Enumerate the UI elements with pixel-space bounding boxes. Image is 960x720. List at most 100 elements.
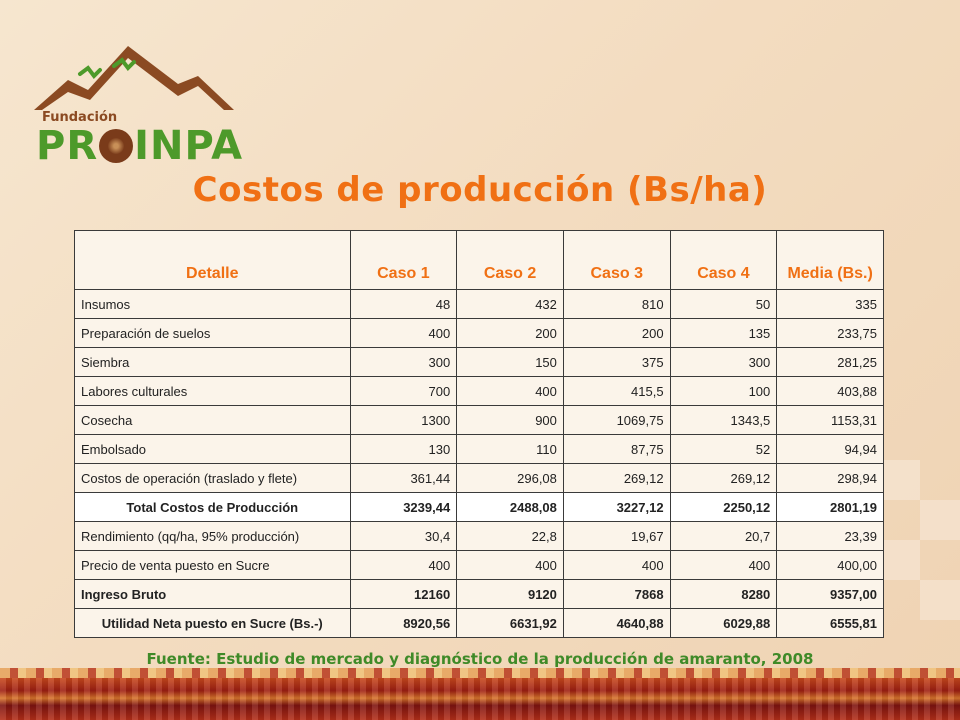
cell-value: 700: [349, 376, 458, 406]
cell-value: 300: [349, 347, 458, 377]
cell-value: 12160: [349, 579, 458, 609]
cell-value: 150: [456, 347, 564, 377]
table-row-utilidad: Utilidad Neta puesto en Sucre (Bs.-) 892…: [74, 608, 884, 638]
cell-value: 2801,19: [776, 492, 884, 522]
cell-value: 1343,5: [669, 405, 778, 435]
cell-value: 135: [669, 318, 778, 348]
row-label: Embolsado: [74, 434, 351, 464]
cell-value: 110: [456, 434, 564, 464]
table-row: Preparación de suelos 400 200 200 135 23…: [74, 318, 884, 348]
decorative-square: [920, 500, 960, 540]
cell-value: 298,94: [776, 463, 884, 493]
cell-value: 432: [456, 289, 564, 319]
row-label: Insumos: [74, 289, 351, 319]
logo-wordmark: PR INPA: [36, 124, 243, 168]
table-row: Precio de venta puesto en Sucre 400 400 …: [74, 550, 884, 580]
header-caso-3: Caso 3: [562, 230, 671, 290]
table-row: Rendimiento (qq/ha, 95% producción) 30,4…: [74, 521, 884, 551]
page-title: Costos de producción (Bs/ha): [192, 170, 768, 210]
logo-o-icon: [99, 129, 134, 163]
cell-value: 1300: [349, 405, 458, 435]
cell-value: 200: [562, 318, 671, 348]
row-label: Utilidad Neta puesto en Sucre (Bs.-): [74, 608, 351, 638]
table-row: Embolsado 130 110 87,75 52 94,94: [74, 434, 884, 464]
textile-border: [0, 678, 960, 720]
cell-value: 810: [562, 289, 671, 319]
table-row: Labores culturales 700 400 415,5 100 403…: [74, 376, 884, 406]
cell-value: 400: [349, 550, 458, 580]
cell-value: 30,4: [349, 521, 458, 551]
cell-value: 300: [669, 347, 778, 377]
row-label: Precio de venta puesto en Sucre: [74, 550, 351, 580]
cell-value: 400: [456, 376, 564, 406]
cell-value: 9120: [456, 579, 564, 609]
cell-value: 400: [562, 550, 671, 580]
cell-value: 375: [562, 347, 671, 377]
cell-value: 233,75: [776, 318, 884, 348]
cell-value: 87,75: [562, 434, 671, 464]
table-header-row: Detalle Caso 1 Caso 2 Caso 3 Caso 4 Medi…: [74, 230, 884, 290]
mountain-icon: [34, 46, 234, 110]
cell-value: 400: [349, 318, 458, 348]
cell-value: 2250,12: [669, 492, 778, 522]
cell-value: 130: [349, 434, 458, 464]
cell-value: 900: [456, 405, 564, 435]
cell-value: 281,25: [776, 347, 884, 377]
decorative-square: [880, 460, 920, 500]
cell-value: 20,7: [669, 521, 778, 551]
table-row-total: Total Costos de Producción 3239,44 2488,…: [74, 492, 884, 522]
cell-value: 400: [669, 550, 778, 580]
cell-value: 6631,92: [456, 608, 564, 638]
table-row-ingreso: Ingreso Bruto 12160 9120 7868 8280 9357,…: [74, 579, 884, 609]
cell-value: 8920,56: [349, 608, 458, 638]
table-row: Cosecha 1300 900 1069,75 1343,5 1153,31: [74, 405, 884, 435]
cell-value: 2488,08: [456, 492, 564, 522]
header-media: Media (Bs.): [776, 230, 884, 290]
logo-name-post: INPA: [134, 123, 244, 169]
cell-value: 4640,88: [562, 608, 671, 638]
header-caso-4: Caso 4: [669, 230, 778, 290]
cell-value: 3227,12: [562, 492, 671, 522]
logo-foundation-label: Fundación: [42, 110, 118, 125]
table-row: Costos de operación (traslado y flete) 3…: [74, 463, 884, 493]
cell-value: 1153,31: [776, 405, 884, 435]
decorative-square: [920, 580, 960, 620]
cell-value: 269,12: [562, 463, 671, 493]
cell-value: 52: [669, 434, 778, 464]
cell-value: 296,08: [456, 463, 564, 493]
cell-value: 7868: [562, 579, 671, 609]
cell-value: 200: [456, 318, 564, 348]
cell-value: 48: [349, 289, 458, 319]
logo-name-pre: PR: [36, 123, 99, 169]
textile-border-top: [0, 668, 960, 680]
row-label: Preparación de suelos: [74, 318, 351, 348]
row-label: Total Costos de Producción: [74, 492, 351, 522]
row-label: Siembra: [74, 347, 351, 377]
cell-value: 22,8: [456, 521, 564, 551]
cell-value: 3239,44: [349, 492, 458, 522]
cell-value: 8280: [669, 579, 778, 609]
cell-value: 403,88: [776, 376, 884, 406]
table-row: Insumos 48 432 810 50 335: [74, 289, 884, 319]
row-label: Ingreso Bruto: [74, 579, 351, 609]
cell-value: 400: [456, 550, 564, 580]
row-label: Costos de operación (traslado y flete): [74, 463, 351, 493]
cell-value: 9357,00: [776, 579, 884, 609]
header-detalle: Detalle: [74, 230, 351, 290]
proinpa-logo: Fundación PR INPA: [28, 40, 242, 170]
cell-value: 415,5: [562, 376, 671, 406]
cell-value: 1069,75: [562, 405, 671, 435]
cell-value: 361,44: [349, 463, 458, 493]
cell-value: 400,00: [776, 550, 884, 580]
cell-value: 23,39: [776, 521, 884, 551]
cell-value: 19,67: [562, 521, 671, 551]
costs-table: Detalle Caso 1 Caso 2 Caso 3 Caso 4 Medi…: [74, 230, 884, 638]
header-caso-2: Caso 2: [456, 230, 564, 290]
source-note: Fuente: Estudio de mercado y diagnóstico…: [146, 650, 814, 668]
cell-value: 100: [669, 376, 778, 406]
row-label: Cosecha: [74, 405, 351, 435]
cell-value: 94,94: [776, 434, 884, 464]
decorative-square: [880, 540, 920, 580]
table-row: Siembra 300 150 375 300 281,25: [74, 347, 884, 377]
